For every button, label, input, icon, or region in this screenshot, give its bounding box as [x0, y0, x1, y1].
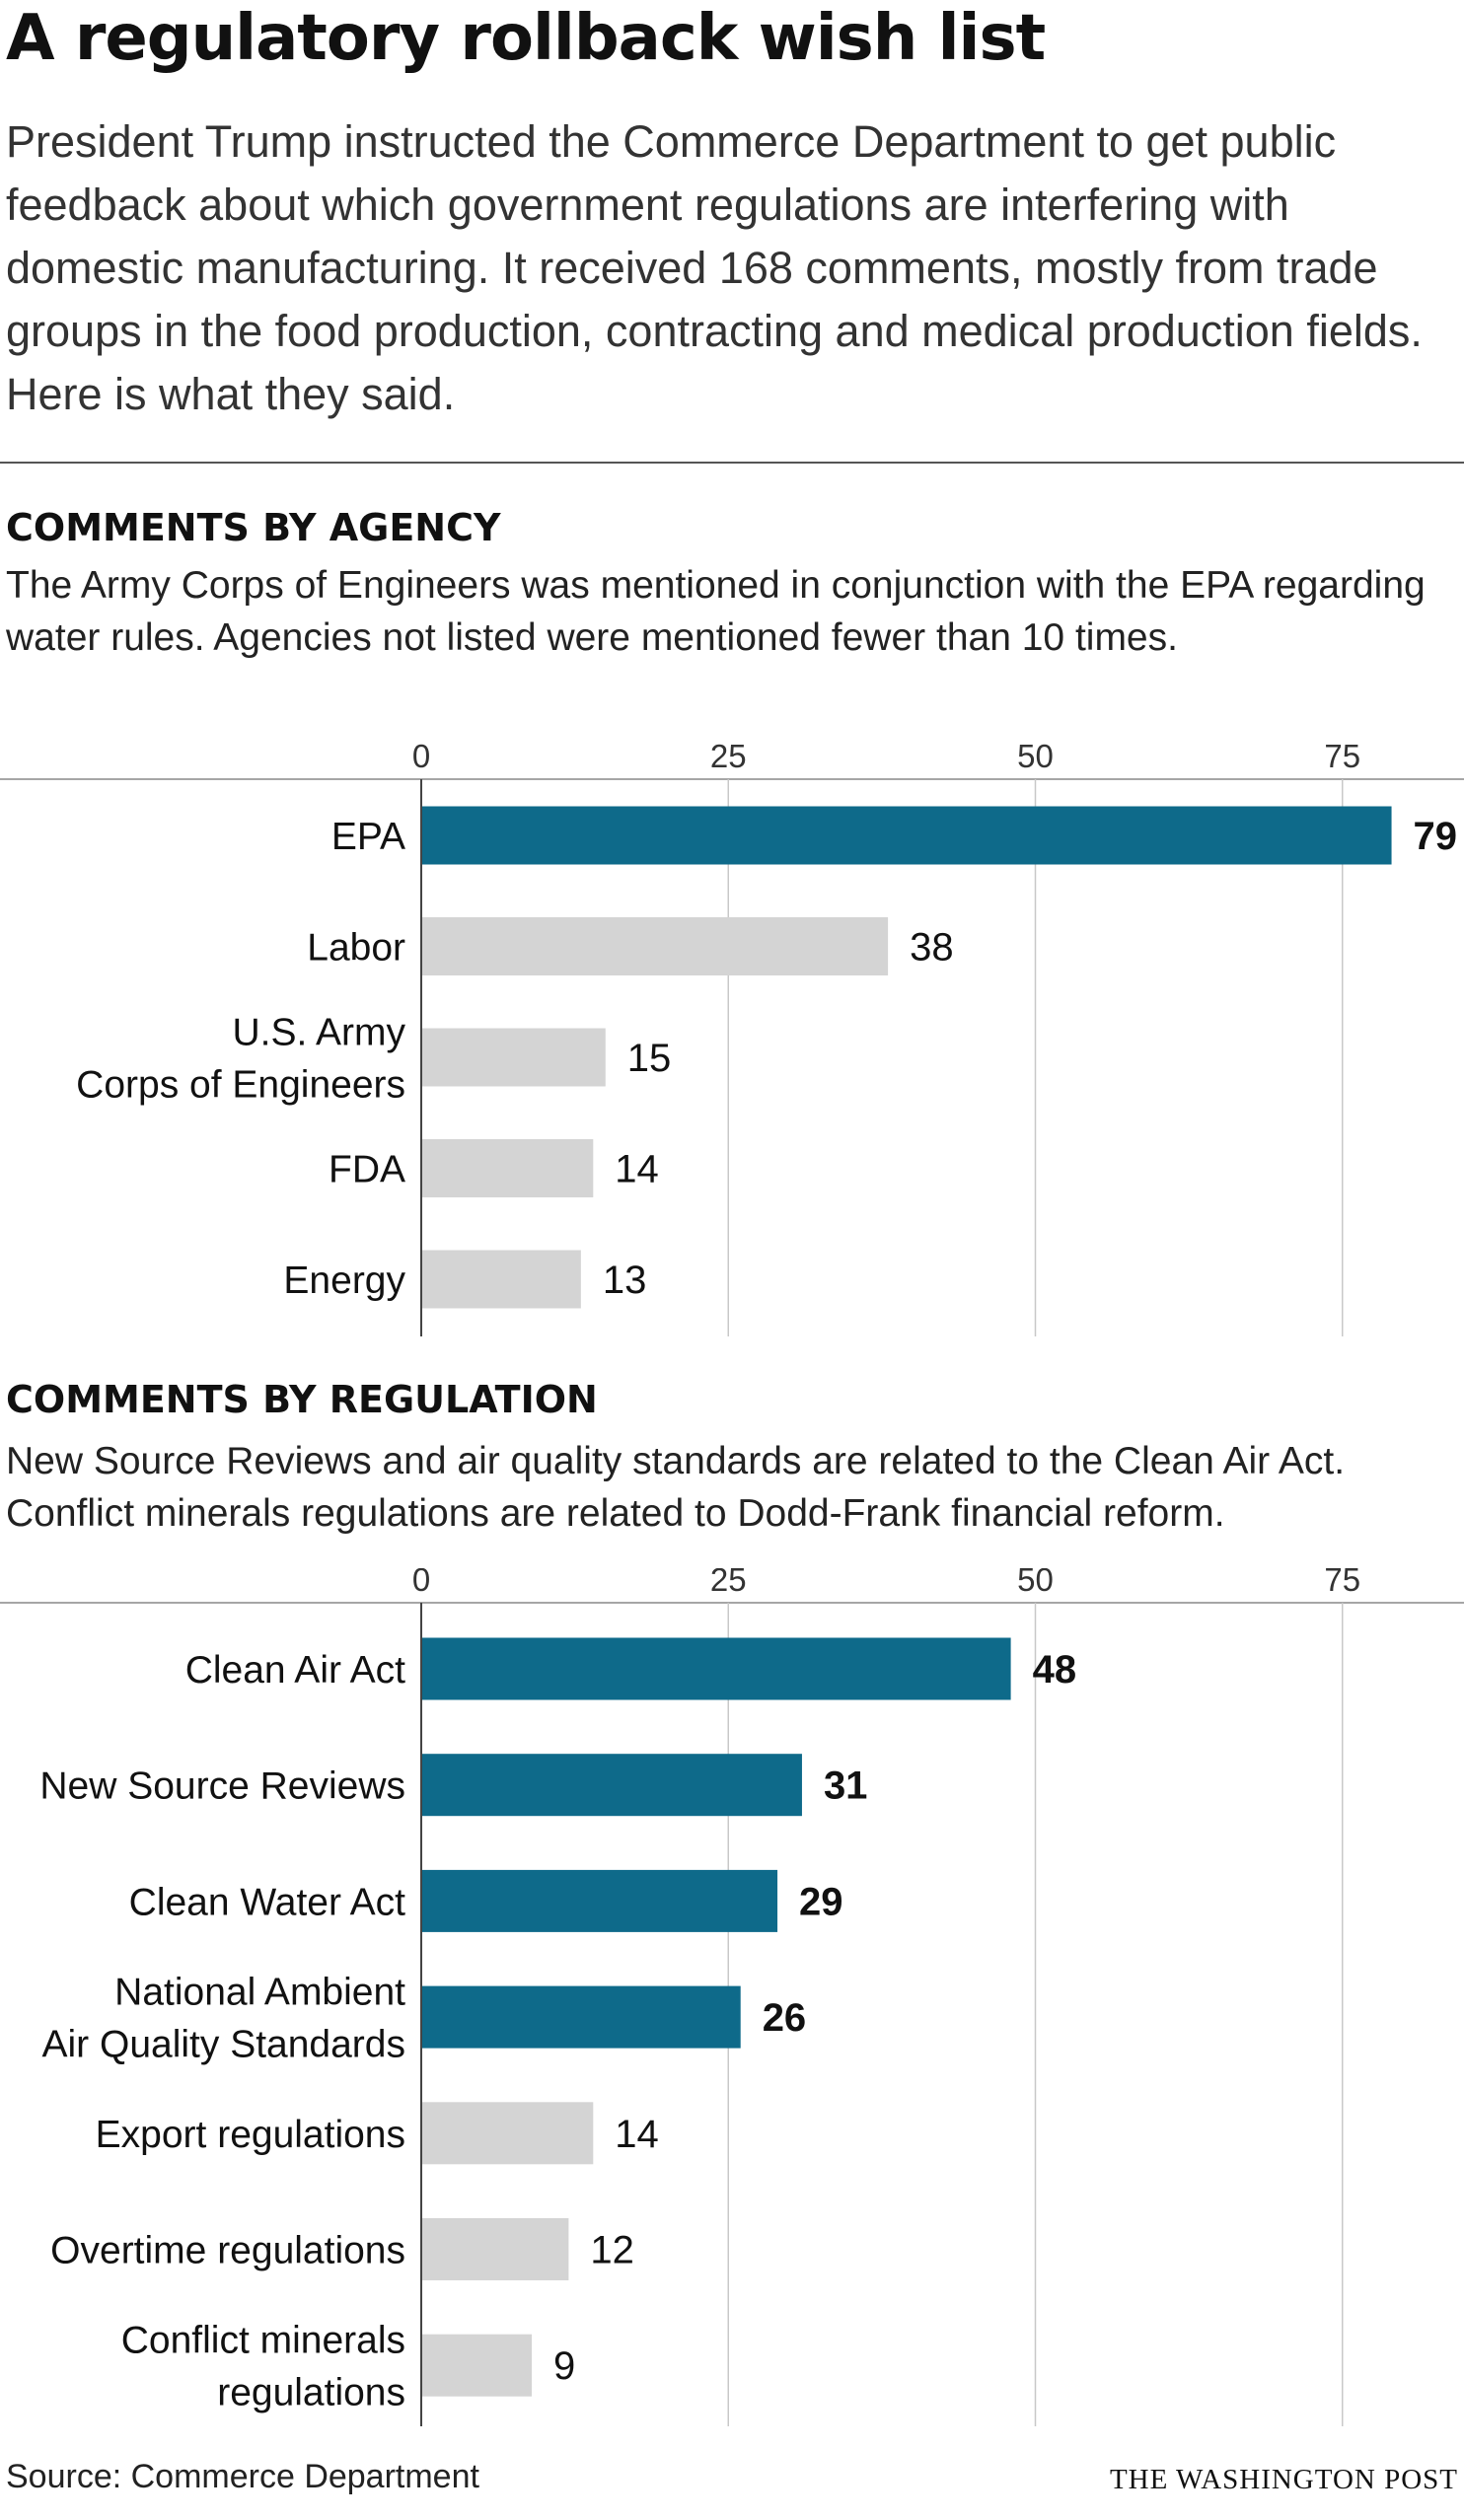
category-label: New Source Reviews — [39, 1765, 405, 1808]
category-label: U.S. Army — [232, 1012, 405, 1054]
x-tick-label: 0 — [412, 738, 430, 774]
page-title: A regulatory rollback wish list — [6, 2, 1046, 75]
bar — [421, 1250, 581, 1309]
divider — [0, 462, 1464, 464]
category-label: EPA — [331, 816, 405, 858]
bar — [421, 1028, 606, 1087]
x-tick-label: 50 — [1017, 1568, 1054, 1598]
data-label: 79 — [1414, 815, 1458, 858]
intro-text: President Trump instructed the Commerce … — [6, 116, 1423, 419]
x-tick-label: 50 — [1017, 738, 1054, 774]
category-label: Energy — [283, 1260, 405, 1302]
category-label: Clean Water Act — [129, 1881, 405, 1923]
agency-bar-chart: 0 25 50 75 79 EPA 38 Labor 15 U.S. Army Corps of E… — [0, 738, 1464, 1336]
section-description-regulation: New Source Reviews and air quality stand… — [6, 1440, 1346, 1535]
data-label: 31 — [824, 1764, 868, 1808]
data-label: 9 — [553, 2344, 575, 2388]
x-tick-label: 25 — [710, 738, 747, 774]
category-label: Air Quality Standards — [41, 2024, 405, 2066]
bar — [421, 1869, 778, 1932]
data-label: 14 — [615, 2113, 659, 2156]
data-label: 26 — [763, 1996, 807, 2040]
x-tick-label: 0 — [412, 1568, 430, 1598]
data-label: 13 — [603, 1259, 647, 1302]
section-heading-agency: COMMENTS BY AGENCY — [6, 506, 501, 549]
data-label: 12 — [590, 2229, 634, 2272]
category-label: Corps of Engineers — [76, 1064, 405, 1107]
category-label: Conflict minerals — [121, 2320, 405, 2362]
category-label: Labor — [307, 927, 405, 970]
bar — [421, 1139, 594, 1197]
x-tick-label: 75 — [1324, 1568, 1360, 1598]
regulation-bar-chart: 0 25 50 75 48 Clean Air Act 31 New Source Revie… — [0, 1568, 1464, 2426]
category-label: regulations — [217, 2372, 405, 2414]
source-note: Source: Commerce Department — [6, 2458, 479, 2495]
bar — [421, 1985, 741, 2049]
bar — [421, 1637, 1011, 1700]
publisher-credit: THE WASHINGTON POST — [1109, 2464, 1458, 2495]
data-label: 15 — [627, 1037, 672, 1080]
category-label: Export regulations — [96, 2114, 405, 2156]
data-label: 38 — [910, 926, 954, 970]
category-label: National Ambient — [114, 1972, 405, 2014]
bar — [421, 806, 1392, 865]
bar — [421, 2218, 569, 2280]
bar — [421, 917, 889, 975]
bar — [421, 1754, 802, 1817]
category-label: Overtime regulations — [50, 2230, 405, 2272]
bar — [421, 2334, 533, 2397]
category-label: FDA — [329, 1149, 405, 1191]
data-label: 29 — [799, 1880, 843, 1923]
x-tick-label: 25 — [710, 1568, 747, 1598]
category-label: Clean Air Act — [185, 1649, 405, 1692]
data-label: 48 — [1033, 1648, 1077, 1692]
data-label: 14 — [615, 1148, 659, 1191]
x-tick-label: 75 — [1324, 738, 1360, 774]
section-heading-regulation: COMMENTS BY REGULATION — [6, 1378, 598, 1421]
bar — [421, 2102, 594, 2165]
section-description-agency: The Army Corps of Engineers was mentione… — [6, 564, 1426, 659]
